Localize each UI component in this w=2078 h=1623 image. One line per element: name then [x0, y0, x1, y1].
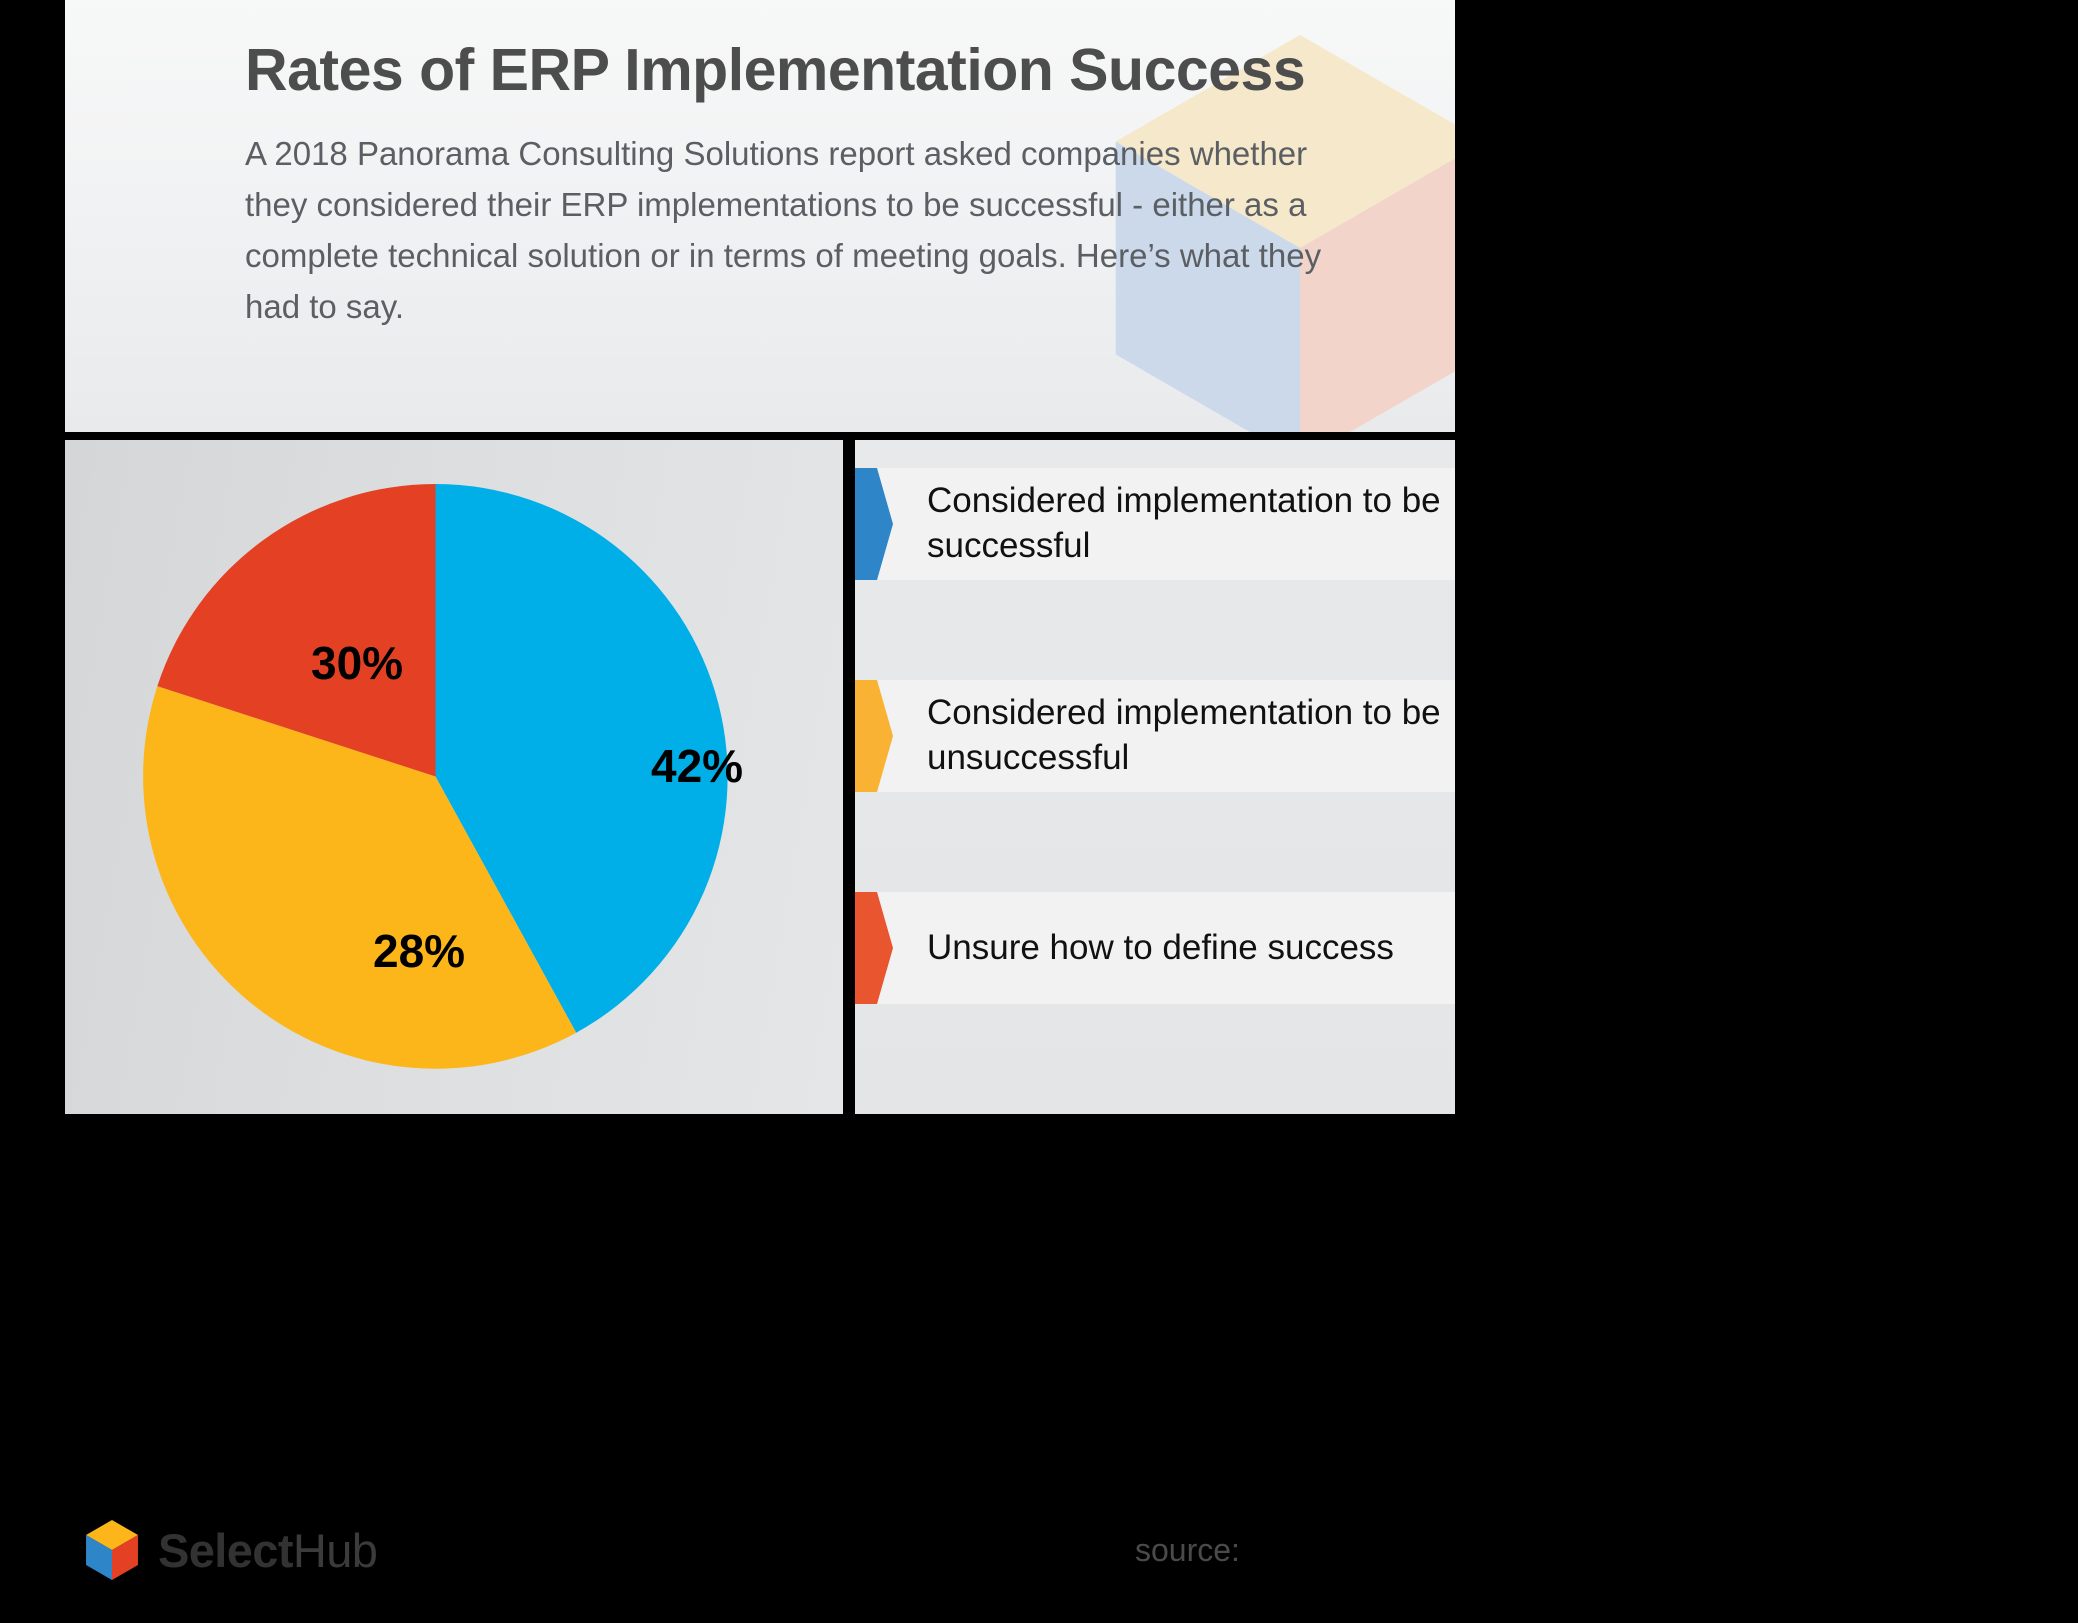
- logo-text-select: Select: [158, 1523, 293, 1577]
- pie-svg: [143, 484, 728, 1069]
- chart-row: 42% 28% 30% Considered implementation to…: [65, 440, 1455, 1114]
- selecthub-logo[interactable]: SelectHub: [82, 1519, 378, 1581]
- header-panel: Rates of ERP Implementation Success A 20…: [65, 0, 1455, 432]
- pie-chart-panel: 42% 28% 30%: [65, 440, 843, 1114]
- page-title: Rates of ERP Implementation Success: [245, 37, 1306, 103]
- pie-slice-unsure[interactable]: [157, 484, 436, 777]
- source-label: source:: [1135, 1532, 1240, 1568]
- footer-bar: SelectHub source:: [65, 1114, 1455, 1623]
- selecthub-cube-icon: [86, 1520, 138, 1580]
- logo-text-hub: Hub: [292, 1523, 378, 1577]
- pie-slice-unsuccessful[interactable]: [143, 686, 577, 1069]
- arrow-marker-yellow-icon: [855, 680, 893, 792]
- selecthub-wordmark: SelectHub: [158, 1523, 378, 1578]
- legend-item-successful[interactable]: Considered implementation to be successf…: [855, 468, 1455, 580]
- pie-label-unsuccessful: 28%: [373, 925, 466, 977]
- legend-item-label: Considered implementation to be successf…: [927, 481, 1441, 565]
- arrow-marker-blue-icon: [855, 468, 893, 580]
- legend-panel: Considered implementation to be successf…: [855, 440, 1455, 1114]
- page-subtitle: A 2018 Panorama Consulting Solutions rep…: [245, 135, 1322, 326]
- pie-label-successful: 42%: [651, 740, 744, 792]
- arrow-marker-red-icon: [855, 892, 893, 1004]
- legend-item-unsure[interactable]: Unsure how to define success: [855, 892, 1455, 1004]
- pie-slice-successful[interactable]: [435, 484, 728, 1033]
- content-canvas: Rates of ERP Implementation Success A 20…: [65, 0, 1455, 1623]
- legend-item-unsuccessful[interactable]: Considered implementation to be unsucces…: [855, 680, 1455, 792]
- pie-label-unsure: 30%: [311, 637, 404, 689]
- pie-chart: 42% 28% 30%: [143, 484, 743, 1069]
- legend-item-label: Considered implementation to be unsucces…: [927, 693, 1441, 777]
- legend-item-label: Unsure how to define success: [927, 927, 1394, 967]
